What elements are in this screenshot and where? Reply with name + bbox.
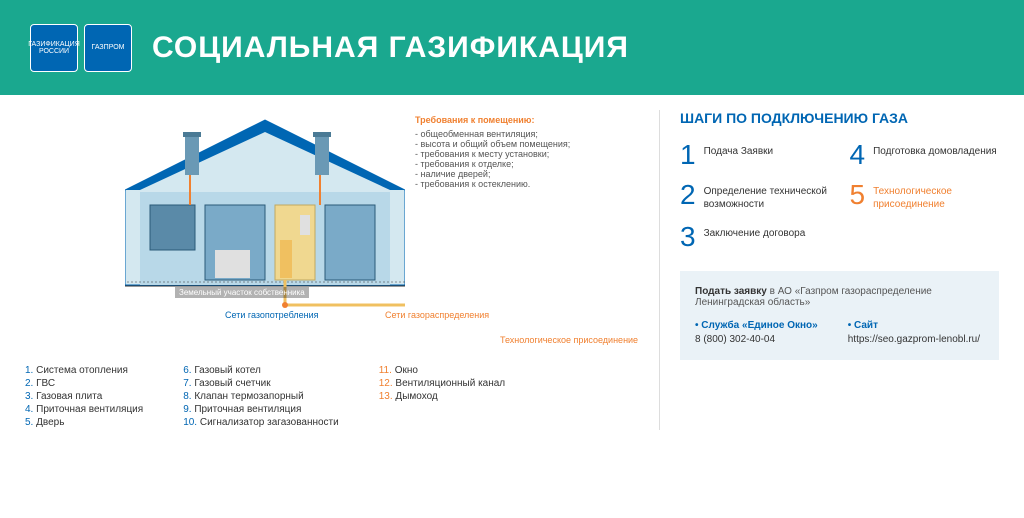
- legend-col-1: 1. Система отопления 2. ГВС 3. Газовая п…: [25, 365, 143, 430]
- requirements-title: Требования к помещению:: [415, 115, 570, 125]
- legend-item: 4. Приточная вентиляция: [25, 404, 143, 415]
- legend-item: 13. Дымоход: [379, 391, 505, 402]
- pipe-consumption-label: Сети газопотребления: [225, 310, 318, 320]
- contact-site: Сайт https://seo.gazprom-lenobl.ru/: [848, 320, 980, 345]
- req-item: требования к месту установки;: [415, 149, 570, 159]
- steps-grid: 1Подача Заявки 4Подготовка домовладения …: [680, 141, 999, 251]
- land-label: Земельный участок собственника: [175, 287, 309, 298]
- legend-item: 6. Газовый котел: [183, 365, 339, 376]
- page-title: СОЦИАЛЬНАЯ ГАЗИФИКАЦИЯ: [152, 31, 629, 65]
- house-diagram: Требования к помещению: общеобменная вен…: [25, 110, 639, 330]
- logo-gasification: ГАЗИФИКАЦИЯ РОССИИ: [30, 24, 78, 72]
- legend-col-3: 11. Окно 12. Вентиляционный канал 13. Ды…: [379, 365, 505, 430]
- steps-title: ШАГИ ПО ПОДКЛЮЧЕНИЮ ГАЗА: [680, 110, 999, 126]
- house-illustration: [125, 110, 405, 310]
- contact-box: Подать заявку в АО «Газпром газораспреде…: [680, 271, 999, 360]
- step-4: 4Подготовка домовладения: [850, 141, 1000, 169]
- legend-item: 2. ГВС: [25, 378, 143, 389]
- logo-group: ГАЗИФИКАЦИЯ РОССИИ ГАЗПРОМ: [30, 24, 132, 72]
- legend-item: 9. Приточная вентиляция: [183, 404, 339, 415]
- legend-item: 1. Система отопления: [25, 365, 143, 376]
- step-2: 2Определение технической возможности: [680, 181, 830, 211]
- req-item: требования к остеклению.: [415, 179, 570, 189]
- legend-item: 3. Газовая плита: [25, 391, 143, 402]
- legend-item: 8. Клапан термозапорный: [183, 391, 339, 402]
- contact-phone: Служба «Единое Окно» 8 (800) 302-40-04: [695, 320, 818, 345]
- req-item: наличие дверей;: [415, 169, 570, 179]
- step-3: 3Заключение договора: [680, 223, 830, 251]
- header: ГАЗИФИКАЦИЯ РОССИИ ГАЗПРОМ СОЦИАЛЬНАЯ ГА…: [0, 0, 1024, 95]
- requirements-box: Требования к помещению: общеобменная вен…: [415, 115, 570, 189]
- tech-connection-label: Технологическое присоединение: [500, 335, 638, 346]
- pipe-distribution-label: Сети газораспределения: [385, 310, 489, 320]
- step-5: 5Технологическое присоединение: [850, 181, 1000, 211]
- legend-item: 7. Газовый счетчик: [183, 378, 339, 389]
- logo-gazprom: ГАЗПРОМ: [84, 24, 132, 72]
- step-1: 1Подача Заявки: [680, 141, 830, 169]
- req-item: требования к отделке;: [415, 159, 570, 169]
- legend: 1. Система отопления 2. ГВС 3. Газовая п…: [25, 365, 639, 430]
- legend-item: 12. Вентиляционный канал: [379, 378, 505, 389]
- legend-col-2: 6. Газовый котел 7. Газовый счетчик 8. К…: [183, 365, 339, 430]
- req-item: высота и общий объем помещения;: [415, 139, 570, 149]
- legend-item: 11. Окно: [379, 365, 505, 376]
- legend-item: 5. Дверь: [25, 417, 143, 428]
- legend-item: 10. Сигнализатор загазованности: [183, 417, 339, 428]
- req-item: общеобменная вентиляция;: [415, 129, 570, 139]
- contact-title: Подать заявку в АО «Газпром газораспреде…: [695, 286, 984, 308]
- requirements-list: общеобменная вентиляция; высота и общий …: [415, 129, 570, 189]
